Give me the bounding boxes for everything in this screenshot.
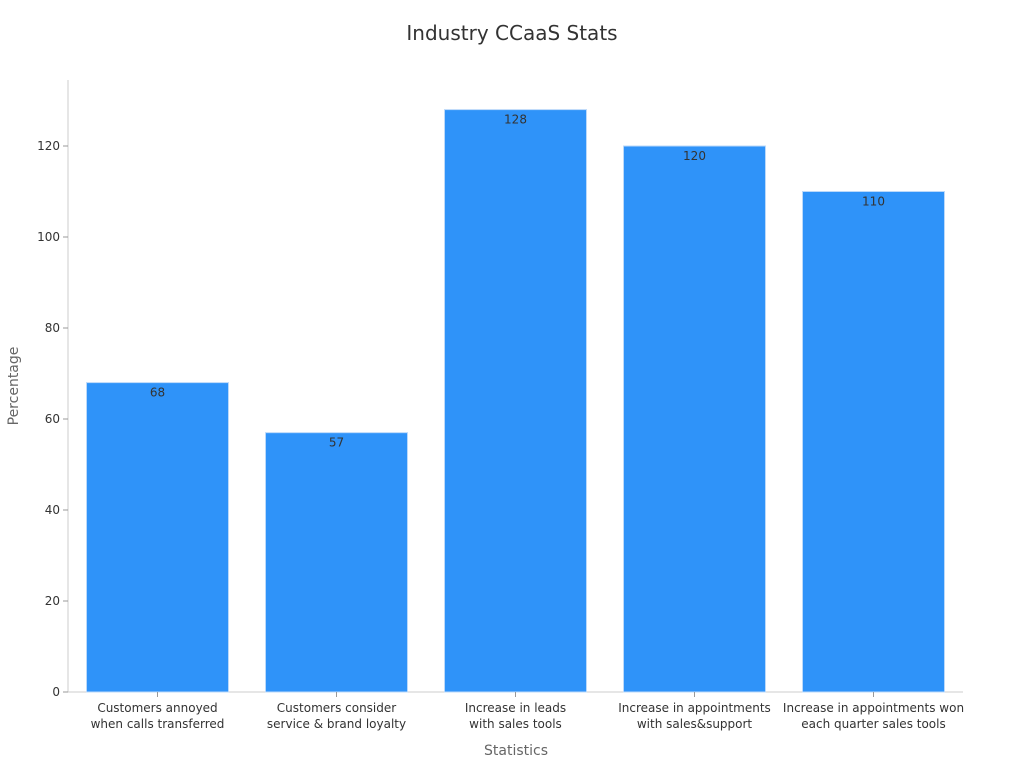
x-category-label: Increase in appointments won <box>783 701 964 715</box>
data-labels: 68 57 128 120 110 <box>150 113 885 450</box>
bar-value-label: 68 <box>150 386 165 400</box>
x-category-label: Customers annoyed <box>97 701 217 715</box>
bar <box>623 145 766 693</box>
x-category-label: Increase in appointments <box>618 701 771 715</box>
x-category-label: with sales&support <box>637 717 753 731</box>
bar <box>86 382 229 693</box>
y-tick-label: 60 <box>45 412 60 426</box>
category-labels: Customers annoyed when calls transferred C… <box>91 692 964 731</box>
bar <box>265 432 408 693</box>
y-axis-ticks: 0 20 40 60 80 100 120 <box>37 139 68 699</box>
y-tick-label: 40 <box>45 503 60 517</box>
y-tick-label: 120 <box>37 139 60 153</box>
x-category-label: when calls transferred <box>91 717 225 731</box>
bar-value-label: 128 <box>504 113 527 127</box>
x-category-label: service & brand loyalty <box>267 717 406 731</box>
bar-value-label: 110 <box>862 195 885 209</box>
bar-value-label: 57 <box>329 436 344 450</box>
y-axis-title: Percentage <box>6 347 22 426</box>
chart-title: Industry CCaaS Stats <box>406 21 617 45</box>
y-tick-label: 20 <box>45 594 60 608</box>
bar <box>802 191 945 693</box>
x-axis-title: Statistics <box>484 743 548 759</box>
y-tick-label: 100 <box>37 230 60 244</box>
y-tick-label: 0 <box>52 685 60 699</box>
x-category-label: Increase in leads <box>465 701 566 715</box>
x-category-label: Customers consider <box>277 701 396 715</box>
bar-value-label: 120 <box>683 149 706 163</box>
x-category-label: each quarter sales tools <box>801 717 945 731</box>
bars <box>86 109 945 693</box>
bar <box>444 109 587 693</box>
x-category-label: with sales tools <box>469 717 562 731</box>
y-tick-label: 80 <box>45 321 60 335</box>
